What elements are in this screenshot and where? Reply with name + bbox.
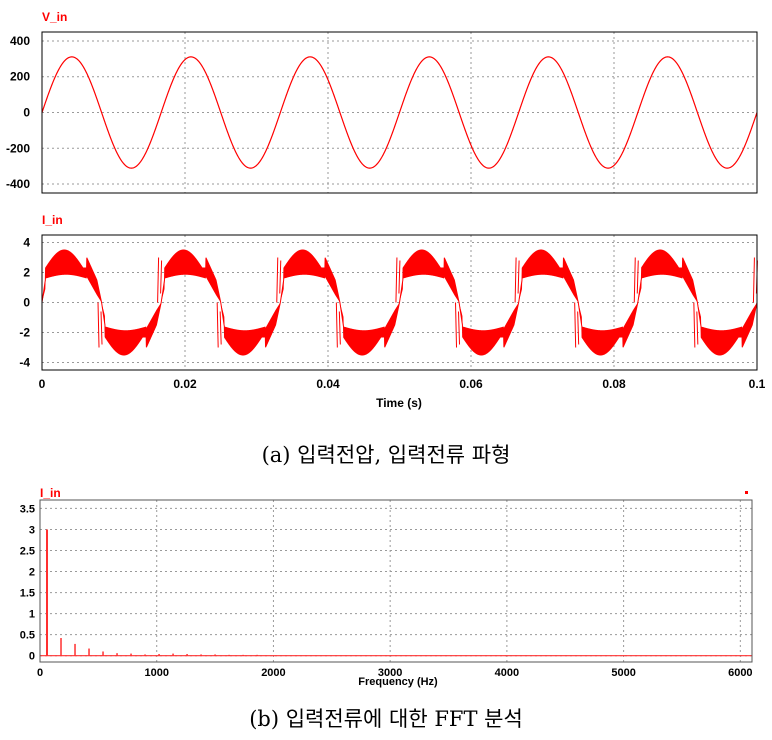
- time-x-tick-label: 0: [39, 377, 46, 391]
- frequency-axis-label: Frequency (Hz): [358, 676, 438, 688]
- i-in-y-tick-label: -4: [19, 356, 30, 370]
- v-in-title: V_in: [42, 10, 67, 24]
- fft-x-tick-label: 2000: [261, 667, 285, 679]
- time-x-tick-label: 0.02: [173, 377, 197, 391]
- fft-y-tick-label: 2.5: [20, 545, 35, 557]
- fft-x-tick-label: 5000: [611, 667, 635, 679]
- v-in-y-tick-label: 0: [23, 106, 30, 120]
- v-in-panel: V_in 400 200 0 -200 -400: [6, 10, 758, 194]
- fft-x-tick-label: 6000: [728, 667, 752, 679]
- i-in-y-tick-label: 2: [23, 266, 30, 280]
- fft-y-tick-label: 1.5: [20, 588, 35, 600]
- caption-a: (a) 입력전압, 입력전류 파형: [261, 443, 511, 467]
- time-x-tick-label: 0.08: [602, 377, 626, 391]
- i-in-title: I_in: [42, 213, 63, 227]
- i-in-y-tick-label: -2: [19, 326, 30, 340]
- fft-x-tick-label: 1000: [144, 667, 168, 679]
- time-x-tick-label: 0.06: [459, 377, 483, 391]
- time-x-ticks: 0 0.02 0.04 0.06 0.08 0.1: [39, 377, 766, 391]
- fft-marker: [745, 491, 748, 494]
- v-in-y-tick-label: -200: [6, 141, 30, 155]
- fft-y-tick-label: 2: [29, 567, 35, 579]
- fft-x-tick-label: 3000: [378, 667, 402, 679]
- fft-bars: [40, 529, 752, 657]
- time-axis-label: Time (s): [376, 396, 422, 410]
- caption-b: (b) 입력전류에 대한 FFT 분석: [249, 707, 523, 731]
- frequency-x-ticks: 0 1000 2000 3000 4000 5000 6000: [37, 667, 753, 679]
- v-in-series-line: [41, 56, 758, 169]
- fft-y-ticks: 3.5 3 2.5 2 1.5 1 0.5 0: [20, 503, 35, 662]
- v-in-frame: [41, 31, 758, 194]
- v-in-y-tick-label: 200: [10, 70, 30, 84]
- fft-panel: I_in 3.5 3 2.5 2 1.5 1 0.5 0 0 1000 2000 3000 4000 5…: [20, 486, 753, 688]
- i-in-y-tick-label: 0: [23, 296, 30, 310]
- i-in-panel: I_in 4 2 0 -2 -4 0 0.02 0.04 0.06 0.08 0.1 Time (…: [19, 213, 765, 410]
- i-in-y-ticks: 4 2 0 -2 -4: [19, 236, 30, 370]
- fft-y-tick-label: 0.5: [20, 630, 35, 642]
- i-in-y-tick-label: 4: [23, 236, 30, 250]
- fft-y-tick-label: 1: [29, 609, 35, 621]
- v-in-y-tick-label: -400: [6, 177, 30, 191]
- i-in-frame: [41, 234, 758, 371]
- i-in-series-line: [41, 249, 758, 356]
- fft-title: I_in: [40, 486, 61, 500]
- fft-x-tick-label: 4000: [495, 667, 519, 679]
- fft-y-tick-label: 3: [29, 524, 35, 536]
- fft-y-tick-label: 3.5: [20, 503, 35, 515]
- v-in-y-tick-label: 400: [10, 34, 30, 48]
- time-x-tick-label: 0.04: [316, 377, 340, 391]
- v-in-y-ticks: 400 200 0 -200 -400: [6, 34, 30, 191]
- fft-x-tick-label: 0: [37, 667, 43, 679]
- fft-frame: [39, 499, 753, 663]
- fft-grid: [40, 500, 752, 662]
- time-x-tick-label: 0.1: [749, 377, 766, 391]
- fft-y-tick-label: 0: [29, 651, 35, 663]
